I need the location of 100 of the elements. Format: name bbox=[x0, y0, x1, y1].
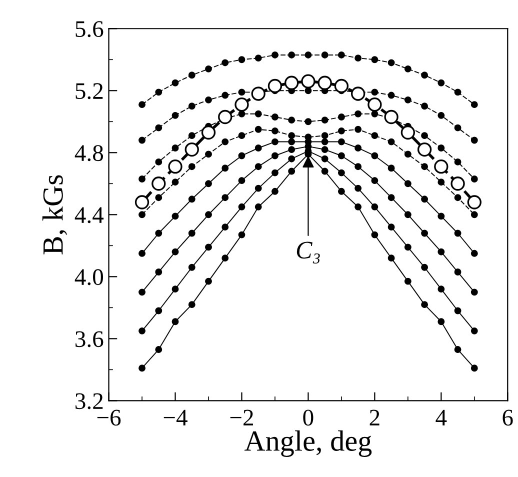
point bbox=[321, 155, 328, 162]
point bbox=[438, 112, 445, 119]
point bbox=[404, 65, 412, 72]
point bbox=[152, 176, 166, 191]
point bbox=[205, 244, 212, 251]
point bbox=[155, 124, 162, 132]
point bbox=[338, 169, 345, 176]
point bbox=[172, 212, 179, 220]
point bbox=[470, 211, 478, 218]
point bbox=[454, 230, 462, 237]
point bbox=[454, 88, 462, 96]
point bbox=[421, 196, 428, 203]
point bbox=[354, 54, 362, 62]
point bbox=[368, 97, 382, 112]
point bbox=[354, 110, 362, 118]
point bbox=[172, 79, 179, 86]
y-tick-label: 3.2 bbox=[76, 393, 103, 410]
point bbox=[155, 194, 162, 202]
point bbox=[438, 286, 445, 293]
point bbox=[321, 138, 328, 146]
point bbox=[288, 138, 296, 146]
point bbox=[434, 160, 448, 174]
point bbox=[188, 264, 196, 271]
point bbox=[238, 132, 246, 140]
point bbox=[454, 158, 462, 166]
point bbox=[421, 301, 428, 308]
point bbox=[354, 184, 362, 192]
point bbox=[304, 52, 312, 58]
point bbox=[254, 110, 262, 118]
point bbox=[288, 155, 296, 162]
point bbox=[384, 110, 398, 124]
point bbox=[138, 288, 146, 296]
point bbox=[268, 78, 282, 94]
point bbox=[338, 188, 345, 195]
point bbox=[404, 150, 412, 158]
point bbox=[421, 163, 428, 170]
point bbox=[222, 138, 229, 146]
point bbox=[205, 150, 212, 158]
point bbox=[222, 194, 229, 202]
point bbox=[254, 126, 262, 133]
point bbox=[218, 110, 232, 124]
point bbox=[338, 127, 345, 134]
point bbox=[138, 136, 146, 144]
point bbox=[238, 203, 246, 210]
point bbox=[138, 327, 146, 334]
point bbox=[470, 364, 478, 372]
point bbox=[155, 307, 162, 314]
point bbox=[438, 212, 445, 220]
point bbox=[371, 203, 378, 210]
point bbox=[338, 52, 345, 58]
point bbox=[238, 88, 246, 96]
point bbox=[188, 132, 196, 140]
point bbox=[371, 231, 378, 238]
point bbox=[371, 56, 378, 64]
point bbox=[354, 126, 362, 133]
point bbox=[371, 177, 378, 184]
point bbox=[470, 101, 478, 108]
point bbox=[188, 196, 196, 203]
point bbox=[238, 177, 246, 184]
point bbox=[421, 102, 428, 110]
point bbox=[288, 168, 296, 175]
point bbox=[404, 244, 412, 251]
point bbox=[450, 176, 465, 191]
point bbox=[350, 86, 366, 101]
y-tick-label: 3.6 bbox=[76, 331, 104, 348]
x-axis-title: Angle, deg bbox=[244, 430, 372, 457]
point bbox=[404, 278, 412, 285]
point bbox=[138, 176, 146, 182]
point bbox=[470, 327, 478, 334]
point bbox=[470, 250, 478, 257]
point bbox=[188, 163, 196, 170]
point bbox=[155, 268, 162, 276]
point bbox=[454, 194, 462, 202]
point bbox=[388, 254, 395, 262]
point bbox=[438, 144, 445, 152]
point bbox=[254, 144, 262, 152]
point bbox=[155, 230, 162, 237]
point bbox=[421, 264, 428, 271]
point bbox=[438, 318, 445, 326]
point bbox=[172, 112, 179, 119]
point bbox=[388, 224, 395, 231]
point bbox=[271, 138, 278, 146]
point bbox=[354, 163, 362, 170]
point bbox=[454, 268, 462, 276]
point bbox=[222, 59, 229, 66]
point bbox=[205, 65, 212, 72]
point bbox=[421, 132, 428, 140]
point bbox=[234, 97, 249, 112]
point bbox=[334, 78, 349, 94]
point bbox=[172, 144, 179, 152]
x-tick-label: 0 bbox=[303, 410, 314, 426]
point bbox=[271, 127, 278, 134]
point bbox=[254, 163, 262, 170]
point bbox=[271, 52, 278, 58]
point bbox=[438, 79, 445, 86]
annotation: C₃ bbox=[296, 242, 320, 264]
point bbox=[188, 72, 196, 79]
point bbox=[138, 101, 146, 108]
point bbox=[321, 52, 328, 58]
point bbox=[454, 346, 462, 353]
